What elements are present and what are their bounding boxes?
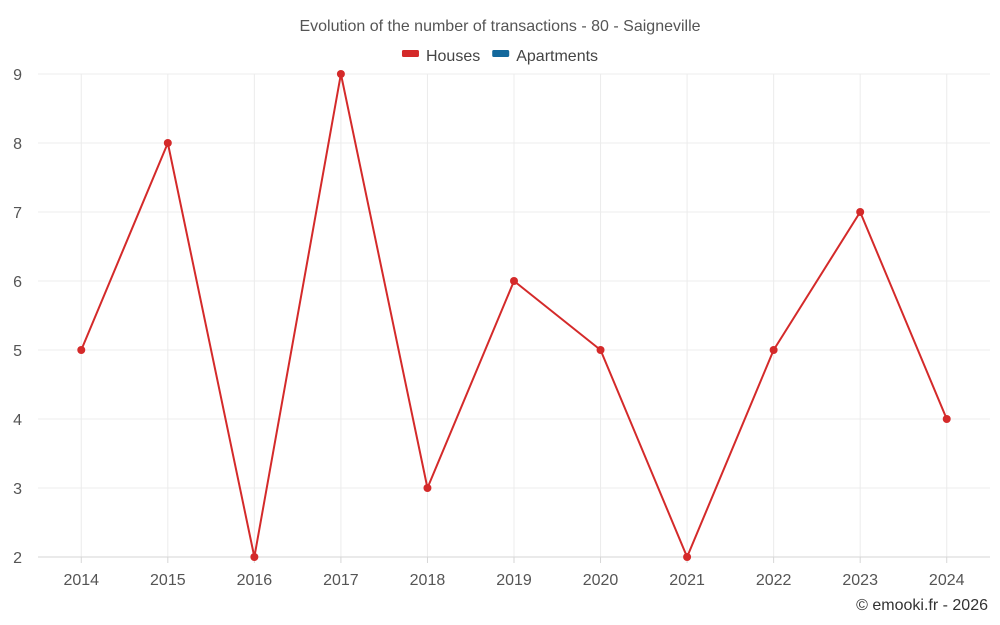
y-tick-label: 8 xyxy=(13,136,22,153)
chart-title: Evolution of the number of transactions … xyxy=(299,18,700,35)
data-point[interactable] xyxy=(250,553,259,561)
x-tick-label: 2015 xyxy=(150,572,186,589)
data-point[interactable] xyxy=(596,346,605,354)
x-tick-label: 2014 xyxy=(63,572,99,589)
data-point[interactable] xyxy=(769,346,778,354)
data-point[interactable] xyxy=(336,70,345,78)
legend-item[interactable]: Apartments xyxy=(492,48,598,65)
y-tick-label: 4 xyxy=(13,412,22,429)
data-point[interactable] xyxy=(683,553,692,561)
y-tick-label: 9 xyxy=(13,67,22,84)
x-axis: 2014 2015 2016 2017 2018 2019 2020 2021 2022 2023… xyxy=(38,556,990,589)
legend-item[interactable]: Houses xyxy=(401,48,480,65)
legend: Houses Apartments xyxy=(401,48,598,65)
data-point[interactable] xyxy=(856,208,865,216)
data-point[interactable] xyxy=(510,277,518,285)
y-axis: 2 3 4 5 6 7 8 9 xyxy=(13,67,22,567)
y-tick-label: 6 xyxy=(13,274,22,291)
x-tick-label: 2016 xyxy=(237,572,273,589)
y-tick-label: 3 xyxy=(13,481,22,498)
legend-label: Apartments xyxy=(516,48,598,65)
y-tick-label: 2 xyxy=(13,550,22,567)
x-tick-label: 2023 xyxy=(842,572,878,589)
data-point[interactable] xyxy=(77,346,86,354)
legend-swatch xyxy=(401,50,419,57)
plot-area xyxy=(77,70,951,561)
x-tick-label: 2017 xyxy=(323,572,359,589)
legend-swatch xyxy=(492,50,510,57)
data-point[interactable] xyxy=(163,139,172,147)
x-tick-label: 2019 xyxy=(496,572,532,589)
grid-lines xyxy=(38,73,990,557)
data-point[interactable] xyxy=(942,415,951,423)
x-tick-label: 2020 xyxy=(583,572,619,589)
x-tick-label: 2021 xyxy=(669,572,705,589)
x-tick-label: 2022 xyxy=(756,572,792,589)
credit-text: © emooki.fr - 2026 xyxy=(856,597,988,614)
y-tick-label: 7 xyxy=(13,205,22,222)
y-tick-label: 5 xyxy=(13,343,22,360)
x-tick-label: 2024 xyxy=(929,572,965,589)
data-point[interactable] xyxy=(423,484,432,492)
legend-label: Houses xyxy=(426,48,480,65)
x-tick-label: 2018 xyxy=(410,572,446,589)
